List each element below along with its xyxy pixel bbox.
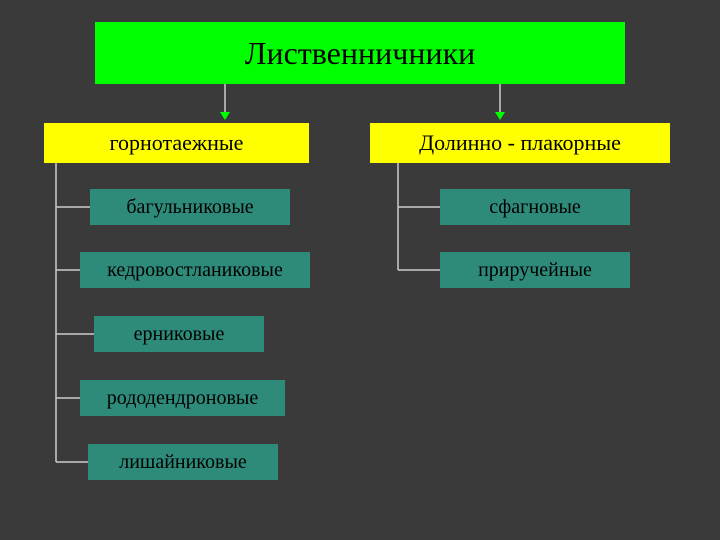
root-label: Лиственничники (245, 35, 476, 72)
leaf-left-2-label: кедровостланиковые (107, 259, 283, 282)
root-node: Лиственничники (95, 22, 625, 84)
leaf-right-1-label: сфагновые (489, 196, 581, 219)
leaf-left-3-label: ерниковые (134, 323, 225, 346)
leaf-left-5-label: лишайниковые (119, 451, 247, 474)
category-left-label: горнотаежные (110, 130, 244, 156)
leaf-right-2-label: приручейные (478, 259, 592, 282)
leaf-left-1: багульниковые (90, 189, 290, 225)
category-right: Долинно - плакорные (370, 123, 670, 163)
leaf-left-4: рододендроновые (80, 380, 285, 416)
leaf-left-1-label: багульниковые (126, 196, 253, 219)
leaf-left-5: лишайниковые (88, 444, 278, 480)
leaf-left-3: ерниковые (94, 316, 264, 352)
leaf-right-2: приручейные (440, 252, 630, 288)
category-right-label: Долинно - плакорные (419, 130, 621, 156)
leaf-right-1: сфагновые (440, 189, 630, 225)
category-left: горнотаежные (44, 123, 309, 163)
leaf-left-2: кедровостланиковые (80, 252, 310, 288)
leaf-left-4-label: рододендроновые (107, 387, 258, 410)
